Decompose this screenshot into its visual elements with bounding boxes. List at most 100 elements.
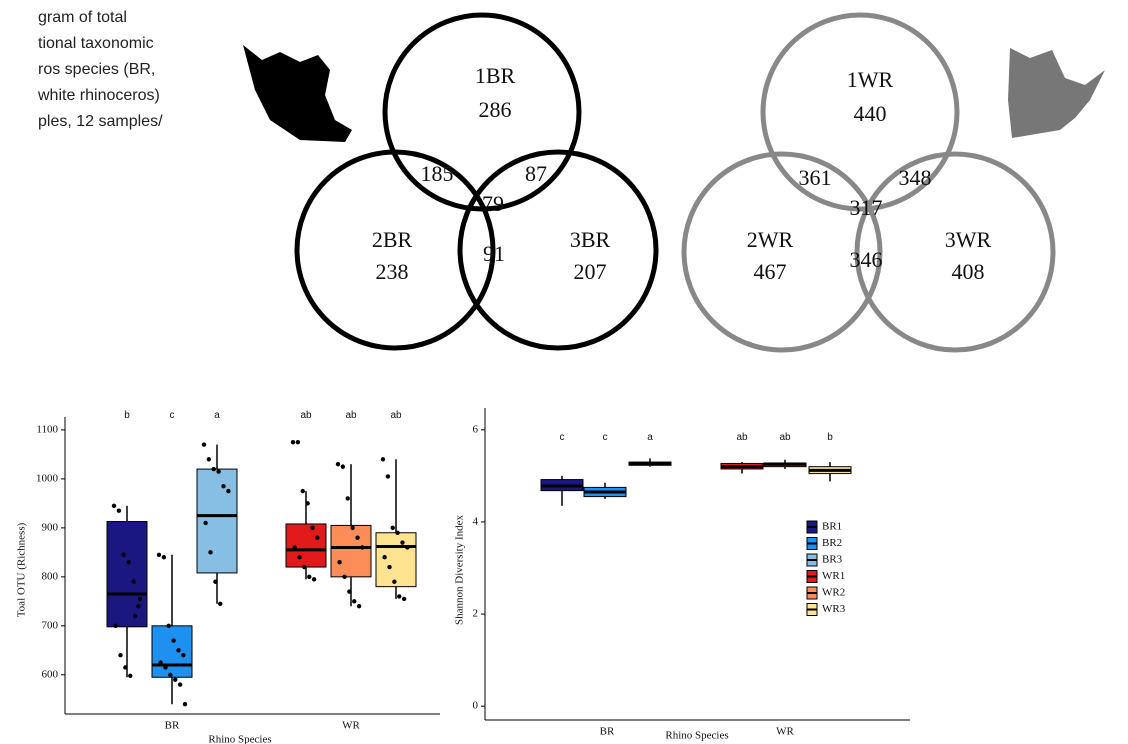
data-point: [405, 545, 409, 549]
venn-count: 87: [525, 161, 547, 186]
data-point: [176, 648, 180, 652]
data-point: [208, 550, 212, 554]
x-axis-label: Rhino Species: [208, 734, 271, 744]
data-point: [395, 531, 399, 535]
data-point: [218, 602, 222, 606]
data-point: [221, 484, 225, 488]
venn-wr: [684, 15, 1053, 350]
data-point: [392, 580, 396, 584]
data-point: [216, 469, 220, 473]
data-point: [342, 575, 346, 579]
data-point: [112, 504, 116, 508]
legend-label: BR1: [822, 521, 842, 533]
box: [376, 533, 416, 587]
venn-count: 286: [479, 97, 512, 122]
venn-count: 361: [799, 165, 832, 190]
data-point: [312, 577, 316, 581]
data-point: [297, 555, 301, 559]
legend-label: BR2: [822, 537, 842, 549]
data-point: [122, 553, 126, 557]
data-point: [183, 702, 187, 706]
data-point: [202, 442, 206, 446]
legend-label: BR3: [822, 554, 843, 566]
data-point: [168, 673, 172, 677]
data-point: [178, 682, 182, 686]
data-point: [336, 462, 340, 466]
box: [331, 525, 371, 576]
venn-set-label: 3BR: [570, 227, 611, 252]
box: [152, 626, 192, 677]
venn-set-label: 1BR: [475, 63, 516, 88]
data-point: [301, 489, 305, 493]
y-tick-label: 900: [42, 521, 59, 533]
data-point: [133, 614, 137, 618]
venn-count: 440: [854, 101, 887, 126]
data-point: [400, 540, 404, 544]
box: [286, 524, 326, 567]
white-rhino-icon: [1008, 48, 1105, 138]
venn-count: 185: [421, 161, 454, 186]
data-point: [173, 678, 177, 682]
x-tick-label: WR: [342, 720, 360, 732]
data-point: [350, 526, 354, 530]
x-tick-label: WR: [776, 726, 794, 738]
data-point: [113, 624, 117, 628]
data-point: [203, 521, 207, 525]
y-tick-label: 2: [473, 608, 479, 620]
data-point: [382, 555, 386, 559]
significance-letter: a: [214, 410, 220, 421]
data-point: [386, 474, 390, 478]
venn-set-label: 2WR: [747, 227, 794, 252]
significance-letter: c: [560, 432, 565, 443]
caption-line: ples, 12 samples/: [38, 113, 163, 130]
data-point: [163, 665, 167, 669]
data-point: [138, 597, 142, 601]
significance-letter: ab: [390, 410, 402, 421]
venn-set-label: 2BR: [372, 227, 413, 252]
significance-letter: ab: [736, 432, 748, 443]
x-axis-label: Rhino Species: [665, 730, 728, 742]
data-point: [310, 526, 314, 530]
venn-count: 346: [850, 247, 883, 272]
significance-letter: ab: [779, 432, 791, 443]
data-point: [117, 509, 121, 513]
data-point: [302, 565, 306, 569]
venn-set-label: 3WR: [945, 227, 992, 252]
significance-letter: c: [170, 410, 175, 421]
significance-letter: ab: [300, 410, 312, 421]
venn-count: 79: [482, 191, 504, 216]
y-tick-label: 4: [473, 515, 479, 527]
venn-count: 207: [574, 259, 607, 284]
data-point: [315, 535, 319, 539]
data-point: [158, 660, 162, 664]
data-point: [213, 580, 217, 584]
data-point: [397, 594, 401, 598]
venn-count: 91: [483, 241, 505, 266]
data-point: [162, 555, 166, 559]
caption-line: gram of total: [38, 9, 127, 26]
data-point: [391, 526, 395, 530]
data-point: [167, 624, 171, 628]
data-point: [341, 464, 345, 468]
data-point: [118, 653, 122, 657]
box: [107, 521, 147, 626]
venn-set-label: 1WR: [847, 67, 894, 92]
data-point: [212, 467, 216, 471]
significance-letter: b: [124, 410, 130, 421]
data-point: [305, 501, 309, 505]
data-point: [337, 560, 341, 564]
x-tick-label: BR: [165, 720, 180, 732]
data-point: [347, 589, 351, 593]
y-tick-label: 700: [42, 619, 59, 631]
caption-line: ros species (BR,: [38, 61, 155, 78]
data-point: [352, 599, 356, 603]
data-point: [128, 674, 132, 678]
data-point: [360, 545, 364, 549]
y-tick-label: 1000: [36, 472, 59, 484]
y-tick-label: 6: [473, 423, 479, 435]
data-point: [346, 496, 350, 500]
venn-count: 238: [376, 259, 409, 284]
x-tick-label: BR: [600, 726, 615, 738]
venn-count: 348: [899, 165, 932, 190]
data-point: [381, 457, 385, 461]
